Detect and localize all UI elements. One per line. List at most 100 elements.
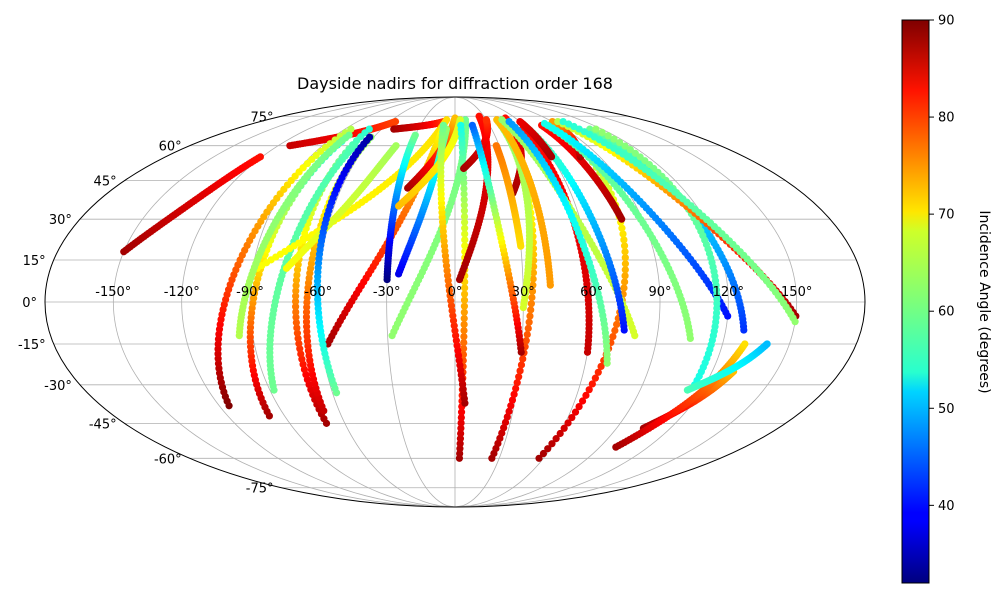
nadir-point: [392, 142, 400, 150]
nadir-point: [457, 121, 465, 129]
nadir-point: [291, 297, 300, 306]
nadir-point: [391, 117, 400, 126]
colorbar-tick-label: 90: [938, 14, 955, 29]
colorbar-label: Incidence Angle (degrees): [976, 210, 992, 393]
colorbar-gradient: [901, 19, 930, 584]
x-tick-label: -150°: [95, 285, 131, 300]
nadir-point: [460, 212, 469, 221]
nadir-point: [365, 125, 373, 133]
nadir-point: [457, 408, 466, 416]
nadir-point: [508, 396, 517, 404]
nadir-point: [460, 308, 468, 316]
nadir-track: [214, 125, 355, 410]
nadir-point: [460, 218, 469, 226]
y-tick-label: 0°: [22, 296, 37, 311]
y-tick-labels: -75° -60° -45° -30° -15° 0° 15° 30° 45° 60° 75°: [18, 110, 274, 496]
y-tick-label: -30°: [44, 379, 72, 394]
nadir-point: [525, 318, 533, 326]
nadir-point: [505, 117, 513, 126]
nadir-point: [293, 271, 301, 279]
nadir-point: [763, 340, 771, 348]
nadir-point: [592, 125, 600, 133]
nadir-point: [529, 281, 537, 289]
nadir-point: [475, 112, 483, 120]
meridian-line: [181, 97, 456, 507]
nadir-point: [456, 116, 464, 124]
nadir-point: [501, 418, 510, 426]
nadir-point: [505, 407, 513, 415]
nadir-point: [292, 308, 300, 316]
y-tick-label: 45°: [94, 175, 117, 190]
x-tick-label: 30°: [512, 285, 535, 300]
nadir-point: [460, 174, 468, 182]
nadir-point: [460, 332, 468, 341]
nadir-point: [460, 320, 468, 329]
nadir-point: [528, 287, 537, 295]
x-tick-label: 150°: [781, 285, 812, 300]
nadir-track: [383, 131, 419, 284]
y-tick-label: 60°: [159, 140, 182, 155]
nadir-point: [456, 440, 464, 448]
nadir-point: [439, 121, 448, 129]
nadir-point: [347, 125, 355, 133]
colorbar-ticks: 40 50 60 70 80 90: [929, 14, 955, 514]
nadir-point: [526, 312, 534, 320]
nadir-point: [512, 384, 520, 393]
nadir-point: [524, 324, 532, 332]
y-tick-label: -45°: [89, 417, 117, 432]
colorbar-tick-label: 40: [938, 499, 955, 514]
nadir-point: [513, 379, 521, 387]
nadir-point: [292, 292, 300, 300]
nadir-point: [461, 116, 470, 124]
nadir-track: [235, 131, 353, 340]
x-tick-labels: -150° -120° -90° -60° -30° 0° 30° 60° 90° 120° 150…: [95, 285, 812, 300]
nadir-point: [460, 195, 468, 204]
nadir-point: [460, 314, 468, 322]
nadir-point: [516, 117, 524, 126]
nadir-point: [468, 121, 476, 129]
x-tick-label: 60°: [580, 285, 603, 300]
nadir-point: [510, 390, 518, 398]
nadir-track: [120, 153, 264, 256]
nadir-point: [292, 313, 300, 321]
nadir-track: [437, 121, 469, 407]
nadir-point: [598, 128, 606, 136]
nadir-point: [293, 266, 302, 274]
meridian-line: [454, 97, 798, 507]
nadir-track: [395, 116, 464, 210]
x-tick-label: -60°: [304, 285, 332, 300]
nadir-point: [519, 355, 527, 363]
nadir-point: [457, 419, 465, 427]
nadir-tracks: [120, 112, 800, 462]
meridian-line: [112, 97, 456, 507]
nadir-point: [482, 116, 490, 124]
nadir-point: [516, 367, 524, 375]
x-tick-label: 120°: [713, 285, 744, 300]
nadir-point: [492, 142, 500, 150]
nadir-point: [457, 413, 465, 422]
nadir-track: [612, 340, 749, 451]
nadir-point: [460, 184, 468, 193]
x-tick-label: -30°: [373, 285, 401, 300]
nadir-point: [461, 284, 469, 292]
y-tick-label: -15°: [18, 338, 46, 353]
nadir-point: [460, 207, 469, 215]
y-tick-label: 75°: [250, 110, 273, 125]
nadir-point: [460, 296, 469, 304]
nadir-point: [460, 302, 469, 310]
nadir-track: [302, 133, 375, 415]
nadir-point: [460, 190, 468, 198]
nadir-point: [461, 224, 469, 232]
nadir-point: [460, 326, 468, 335]
nadir-point: [292, 287, 300, 295]
nadir-point: [611, 326, 619, 335]
colorbar-tick-label: 50: [938, 402, 955, 417]
nadir-point: [292, 303, 300, 311]
nadir-point: [461, 230, 469, 238]
nadir-point: [528, 293, 536, 302]
nadir-point: [460, 338, 468, 347]
y-tick-label: -60°: [154, 452, 182, 467]
meridian-line: [454, 97, 729, 507]
colorbar: 40 50 60 70 80 90 Incidence Angle (degrees): [901, 14, 992, 584]
